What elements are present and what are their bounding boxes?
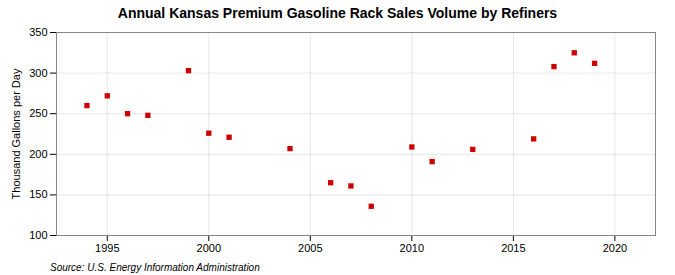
- svg-text:Thousand Gallons per Day: Thousand Gallons per Day: [10, 68, 22, 199]
- svg-text:2000: 2000: [197, 242, 221, 254]
- svg-text:100: 100: [29, 229, 47, 241]
- svg-text:2020: 2020: [603, 242, 627, 254]
- svg-text:2005: 2005: [298, 242, 322, 254]
- html-text:Source: U.S. Energy Informatio: Source: U.S. Energy Information Administ…: [50, 262, 260, 273]
- svg-text:250: 250: [29, 107, 47, 119]
- svg-text:150: 150: [29, 188, 47, 200]
- svg-text:300: 300: [29, 67, 47, 79]
- svg-text:350: 350: [29, 26, 47, 38]
- svg-text:200: 200: [29, 148, 47, 160]
- svg-text:2015: 2015: [501, 242, 525, 254]
- html-text:Annual Kansas Premium Gasoline: Annual Kansas Premium Gasoline Rack Sale…: [117, 5, 558, 21]
- svg-text:1995: 1995: [95, 242, 119, 254]
- svg-text:2010: 2010: [400, 242, 424, 254]
